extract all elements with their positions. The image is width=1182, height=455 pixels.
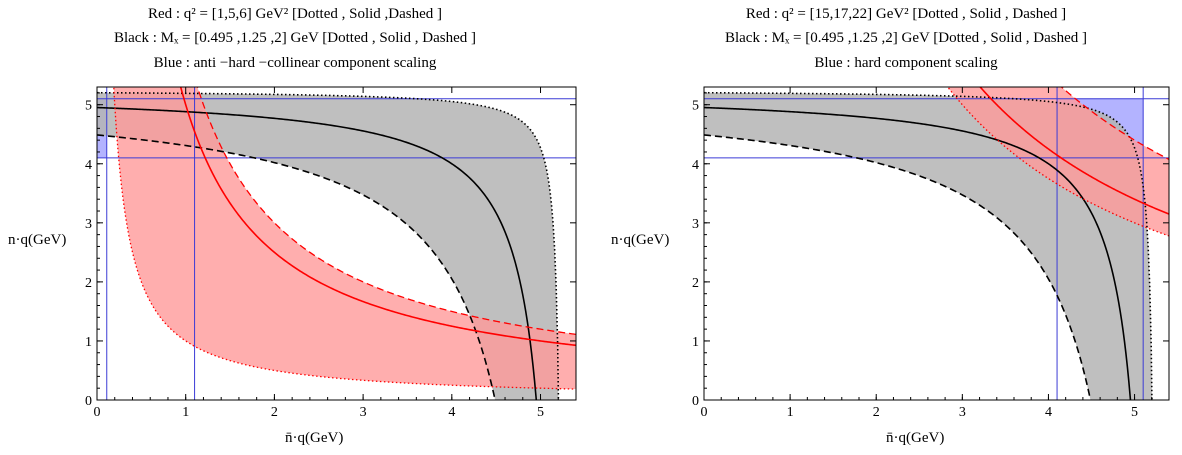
chart-title-line-1: Red : q² = [1,5,6] GeV² [Dotted , Solid … — [147, 6, 443, 22]
chart-title-line-3: Blue : hard component scaling — [814, 55, 998, 71]
x-axis-label: n̄·q(GeV) — [285, 430, 344, 446]
black-band — [97, 92, 559, 400]
x-tick-label: 3 — [360, 405, 367, 420]
y-tick-label: 1 — [692, 335, 699, 350]
black-dotted-curve — [704, 91, 1153, 400]
y-tick-label: 5 — [692, 99, 699, 114]
x-tick-label: 4 — [1045, 405, 1052, 420]
chart-panel-right: Red : q² = [15,17,22] GeV² [Dotted , Sol… — [591, 0, 1182, 455]
x-tick-label: 5 — [537, 405, 544, 420]
y-tick-label: 5 — [85, 99, 92, 114]
x-tick-label: 2 — [271, 405, 278, 420]
plot-area — [97, 87, 576, 400]
y-tick-label: 2 — [692, 276, 699, 291]
black-solid-curve — [704, 106, 1132, 400]
y-tick-label: 3 — [692, 217, 699, 232]
red-solid-curve — [979, 87, 1169, 215]
y-tick-label: 3 — [85, 217, 92, 232]
y-axis-label: n·q(GeV) — [8, 232, 67, 248]
x-tick-label: 1 — [182, 405, 189, 420]
y-tick-label: 1 — [85, 335, 92, 350]
red-dotted-curve — [946, 87, 1169, 237]
chart-title-line-2: Black : Mₓ = [0.495 ,1.25 ,2] GeV [Dotte… — [724, 30, 1088, 46]
plot-frame — [703, 86, 1170, 401]
y-tick-label: 2 — [85, 276, 92, 291]
y-tick-label: 4 — [85, 158, 92, 173]
x-tick-label: 4 — [448, 405, 455, 420]
x-axis-label: n̄·q(GeV) — [886, 430, 945, 446]
black-dashed-curve — [704, 134, 1092, 400]
red-band — [947, 87, 1169, 236]
chart-title-line-3: Blue : anti −hard −collinear component s… — [153, 55, 437, 71]
y-axis-label: n·q(GeV) — [611, 232, 670, 248]
black-solid-curve — [97, 106, 538, 400]
x-tick-label: 0 — [701, 405, 708, 420]
chart-title-line-2: Black : Mₓ = [0.495 ,1.25 ,2] GeV [Dotte… — [113, 30, 477, 46]
plot-frame — [96, 86, 577, 401]
black-dotted-curve — [97, 91, 560, 400]
x-tick-label: 0 — [94, 405, 101, 420]
x-tick-label: 2 — [873, 405, 880, 420]
chart-plot-right: 0 1 2 3 4 5 0 1 2 3 4 5 — [692, 86, 1170, 420]
x-tick-label: 5 — [1131, 405, 1138, 420]
chart-plot-left: 0 1 2 3 4 5 0 1 2 3 4 5 — [85, 86, 577, 420]
red-solid-curve — [179, 87, 576, 347]
red-dashed-curve — [196, 87, 576, 336]
black-dashed-curve — [97, 134, 496, 400]
y-tick-label: 0 — [85, 394, 92, 409]
x-tick-label: 1 — [787, 405, 794, 420]
y-tick-label: 4 — [692, 158, 699, 173]
y-tick-label: 0 — [692, 394, 699, 409]
plot-area — [704, 87, 1169, 400]
x-tick-label: 3 — [959, 405, 966, 420]
chart-title-line-1: Red : q² = [15,17,22] GeV² [Dotted , Sol… — [745, 6, 1067, 22]
chart-panel-left: Red : q² = [1,5,6] GeV² [Dotted , Solid … — [8, 6, 577, 446]
